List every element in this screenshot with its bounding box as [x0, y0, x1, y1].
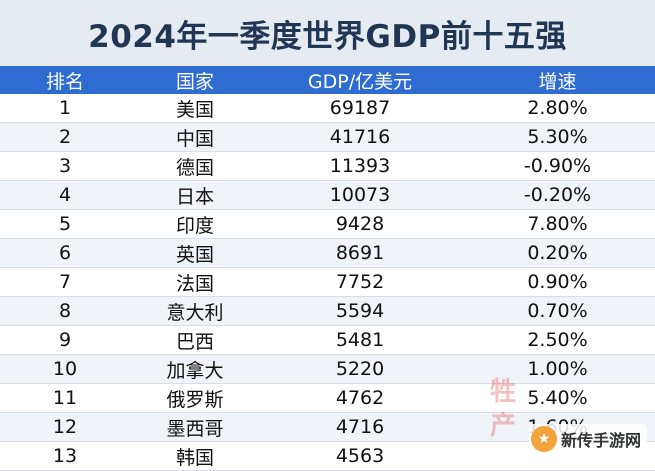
cell-rank: 6: [58, 242, 72, 264]
cell-country: 德国: [175, 156, 214, 179]
cell-rank: 8: [58, 300, 72, 322]
cell-country: 加拿大: [166, 359, 224, 382]
cell-gdp: 4716: [335, 416, 385, 438]
table-title-bar: 2024年一季度世界GDP前十五强: [0, 0, 655, 67]
cell-growth: 5.30%: [527, 126, 588, 148]
cell-gdp: 5220: [335, 358, 385, 380]
cell-growth: 5.40%: [527, 387, 588, 409]
cell-growth: 0.90%: [527, 271, 588, 293]
cell-growth: -0.20%: [523, 184, 592, 206]
cell-gdp: 5481: [335, 329, 385, 351]
cell-growth: 0.20%: [527, 242, 588, 264]
cell-rank: 13: [52, 445, 78, 467]
cell-country: 俄罗斯: [166, 388, 224, 411]
table-row: 3 德国 11393 -0.90%: [0, 152, 655, 181]
table-body: 1 美国 69187 2.80% 2 中国 41716 5.30% 3 德国 1…: [0, 94, 655, 471]
site-watermark: ★ 新传手游网: [528, 424, 647, 454]
table-row: 11 俄罗斯 4762 5.40%: [0, 384, 655, 413]
cell-rank: 9: [58, 329, 72, 351]
cell-country: 意大利: [166, 301, 224, 324]
cell-growth: 2.80%: [527, 97, 588, 119]
table-row: 2 中国 41716 5.30%: [0, 123, 655, 152]
cell-country: 美国: [175, 98, 214, 121]
cell-country: 巴西: [175, 330, 214, 353]
cell-gdp: 9428: [335, 213, 385, 235]
faint-watermark-text: 牲产: [490, 377, 517, 441]
cell-country: 日本: [175, 185, 214, 208]
header-growth: 增速: [538, 70, 577, 93]
table-header-row: 排名 国家 GDP/亿美元 增速: [0, 66, 655, 94]
cell-gdp: 11393: [329, 155, 391, 177]
cell-rank: 3: [58, 155, 72, 177]
table-row: 4 日本 10073 -0.20%: [0, 181, 655, 210]
cell-rank: 10: [52, 358, 78, 380]
header-gdp: GDP/亿美元: [307, 70, 413, 93]
cell-rank: 1: [58, 97, 72, 119]
table-row: 8 意大利 5594 0.70%: [0, 297, 655, 326]
cell-rank: 2: [58, 126, 72, 148]
cell-country: 法国: [175, 272, 214, 295]
cell-rank: 7: [58, 271, 72, 293]
cell-rank: 4: [58, 184, 72, 206]
cell-gdp: 7752: [335, 271, 385, 293]
cell-country: 中国: [175, 127, 214, 150]
cell-growth: 1.00%: [527, 358, 588, 380]
table-row: 9 巴西 5481 2.50%: [0, 326, 655, 355]
table-row: 7 法国 7752 0.90%: [0, 268, 655, 297]
cell-country: 墨西哥: [166, 417, 224, 440]
cell-gdp: 4563: [335, 445, 385, 467]
table-row: 10 加拿大 5220 1.00%: [0, 355, 655, 384]
table-title: 2024年一季度世界GDP前十五强: [88, 18, 567, 55]
cell-growth: 2.50%: [527, 329, 588, 351]
cell-rank: 11: [52, 387, 78, 409]
cell-country: 韩国: [175, 446, 214, 469]
cell-gdp: 4762: [335, 387, 385, 409]
cell-growth: 7.80%: [527, 213, 588, 235]
cell-country: 印度: [175, 214, 214, 237]
cell-gdp: 5594: [335, 300, 385, 322]
cell-gdp: 69187: [329, 97, 391, 119]
watermark-text: 新传手游网: [560, 431, 641, 450]
cell-gdp: 8691: [335, 242, 385, 264]
header-country: 国家: [175, 70, 214, 93]
table-row: 5 印度 9428 7.80%: [0, 210, 655, 239]
cell-gdp: 10073: [329, 184, 391, 206]
table-row: 6 英国 8691 0.20%: [0, 239, 655, 268]
header-rank: 排名: [45, 70, 84, 93]
table-row: 1 美国 69187 2.80%: [0, 94, 655, 123]
cell-growth: -0.90%: [523, 155, 592, 177]
cell-rank: 5: [58, 213, 72, 235]
logo-icon: ★: [530, 426, 557, 452]
cell-growth: 0.70%: [527, 300, 588, 322]
cell-rank: 12: [52, 416, 78, 438]
cell-gdp: 41716: [329, 126, 391, 148]
cell-country: 英国: [175, 243, 214, 266]
